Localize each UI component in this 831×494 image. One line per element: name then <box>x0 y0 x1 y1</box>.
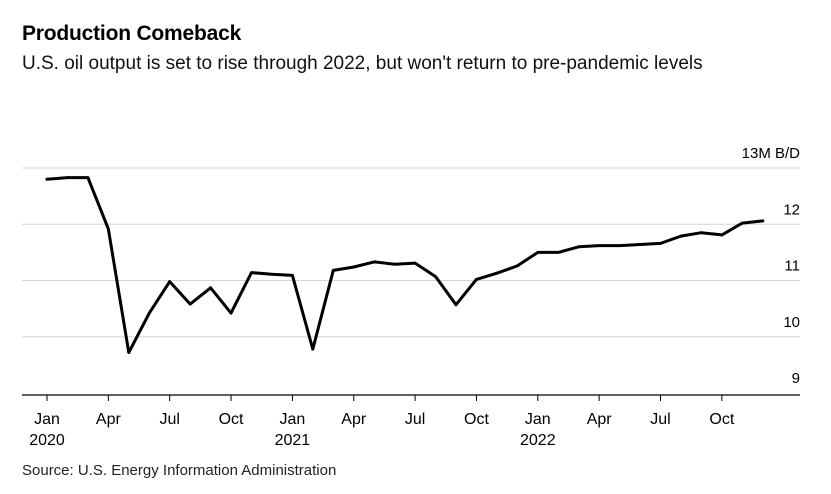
data-point-2021-03 <box>331 269 335 272</box>
x-tick-label-2021-04: Apr <box>341 411 367 428</box>
data-point-2020-02 <box>66 176 69 180</box>
data-point-2021-09 <box>454 303 458 307</box>
data-point-2020-08 <box>188 302 192 306</box>
data-point-2022-02 <box>556 251 560 254</box>
data-point-2021-10 <box>475 278 478 281</box>
data-point-2022-12 <box>761 219 765 223</box>
data-point-2022-03 <box>577 245 581 249</box>
x-tick-label-2022-10: Oct <box>709 411 734 428</box>
data-point-2021-06 <box>393 262 396 266</box>
data-point-2021-07 <box>413 261 417 265</box>
x-tick-label-2020-10: Oct <box>219 411 244 428</box>
y-tick-label-10: 10 <box>783 314 800 331</box>
data-point-2022-09 <box>700 231 703 235</box>
data-point-2020-01 <box>45 177 49 181</box>
x-tick-label-2022-04: Apr <box>587 411 613 428</box>
x-year-label-2020: 2020 <box>29 432 65 449</box>
y-tick-label-9: 9 <box>792 370 800 387</box>
data-point-2020-06 <box>147 311 151 315</box>
x-year-label-2022: 2022 <box>520 432 556 449</box>
data-point-2020-07 <box>168 280 172 283</box>
data-point-2021-08 <box>434 275 437 278</box>
data-point-2022-06 <box>638 243 642 246</box>
data-point-2022-01 <box>536 251 540 254</box>
x-tick-label-2020-01: Jan <box>34 411 60 428</box>
data-point-2022-10 <box>720 233 724 237</box>
data-point-2021-04 <box>352 265 356 269</box>
data-point-2020-11 <box>250 271 253 274</box>
data-point-2022-05 <box>618 244 621 248</box>
data-point-2020-05 <box>127 351 131 354</box>
series-line-0 <box>45 176 765 354</box>
chart-title: Production Comeback <box>22 22 242 45</box>
data-point-2020-12 <box>270 272 274 276</box>
x-tick-label-2021-01: Jan <box>280 411 306 428</box>
x-year-label-2021: 2021 <box>275 432 311 449</box>
data-point-2021-11 <box>495 271 499 275</box>
y-tick-label-13: 13M B/D <box>742 145 801 162</box>
data-point-2020-04 <box>106 227 110 231</box>
x-tick-label-2020-07: Jul <box>159 411 179 428</box>
data-point-2022-11 <box>740 221 744 225</box>
data-point-2020-03 <box>86 176 90 180</box>
y-tick-label-11: 11 <box>784 258 800 275</box>
source-note: Source: U.S. Energy Information Administ… <box>22 462 337 479</box>
x-tick-label-2021-10: Oct <box>464 411 489 428</box>
data-point-2022-08 <box>679 234 683 238</box>
x-tick-label-2022-01: Jan <box>525 411 551 428</box>
data-point-2021-12 <box>515 264 519 268</box>
data-point-2022-04 <box>597 244 601 248</box>
data-point-2020-09 <box>209 286 213 290</box>
x-tick-label-2021-07: Jul <box>405 411 425 428</box>
data-point-2022-07 <box>659 242 662 245</box>
data-point-2021-05 <box>372 260 376 264</box>
y-tick-label-12: 12 <box>783 201 800 218</box>
chart-subtitle: U.S. oil output is set to rise through 2… <box>22 53 703 74</box>
x-tick-label-2020-04: Apr <box>96 411 122 428</box>
data-point-2021-02 <box>311 347 315 351</box>
data-point-2020-10 <box>229 311 233 315</box>
x-tick-label-2022-07: Jul <box>650 411 670 428</box>
data-point-2021-01 <box>291 274 294 277</box>
